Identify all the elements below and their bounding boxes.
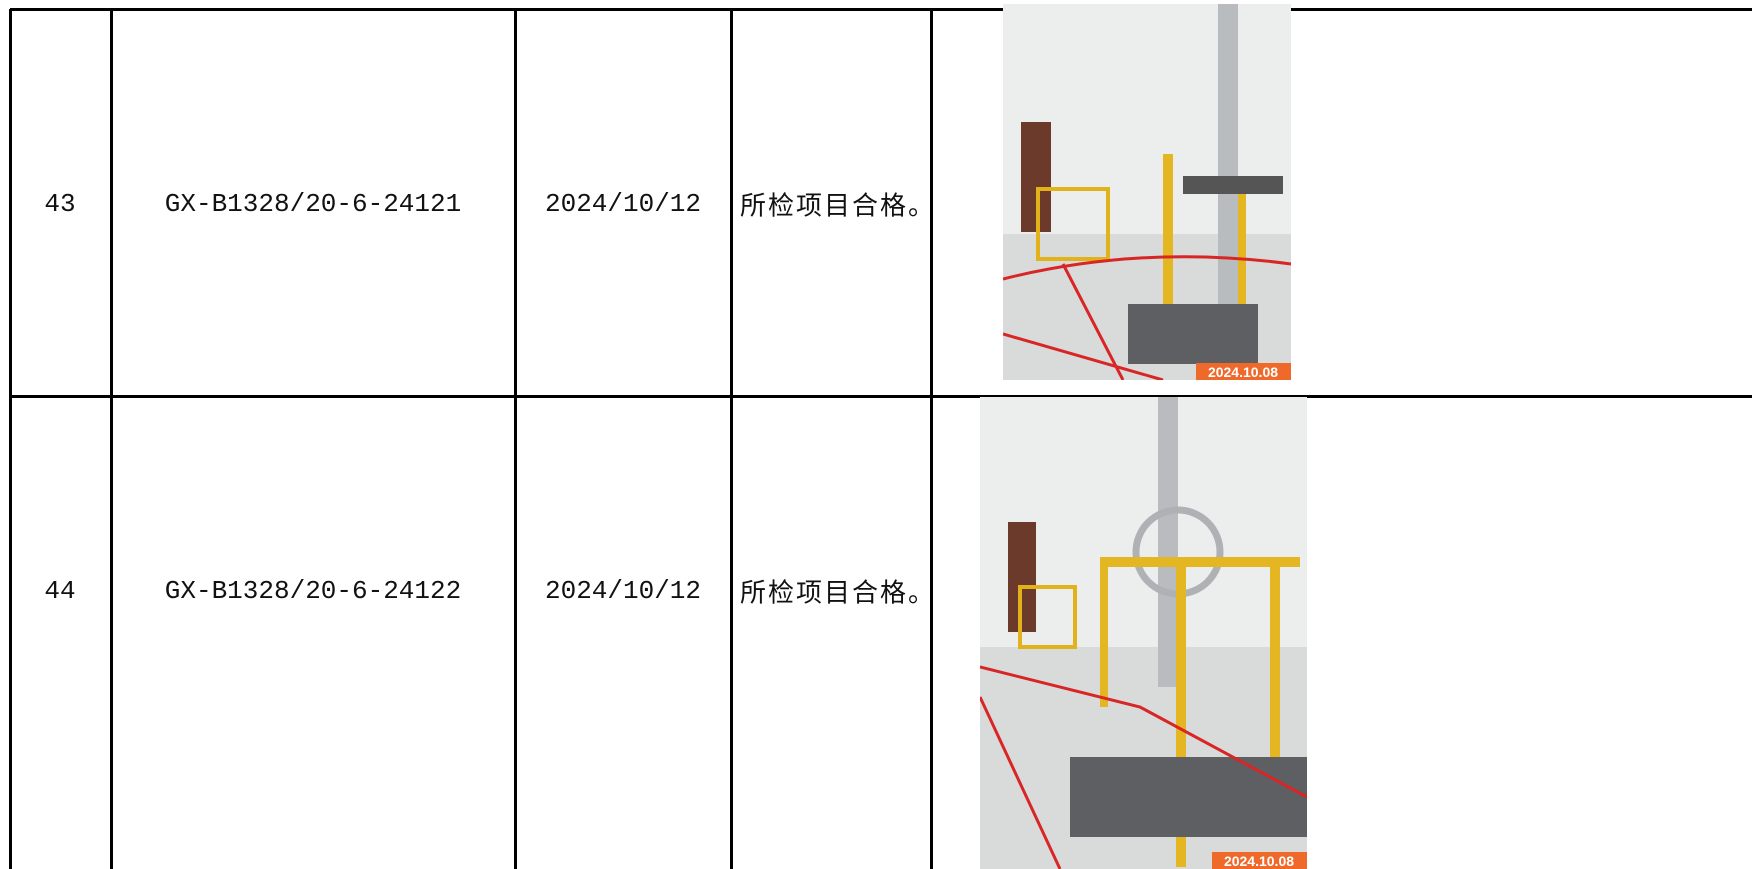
date: 2024/10/12	[544, 576, 702, 606]
column-divider	[930, 9, 933, 869]
date: 2024/10/12	[544, 189, 702, 219]
result: 所检项目合格。	[740, 578, 937, 609]
serial-number: GX-B1328/20-6-24121	[164, 189, 462, 219]
column-divider	[514, 9, 517, 869]
table-border	[10, 8, 1752, 11]
row-number: 43	[44, 189, 76, 219]
photo-timestamp: 2024.10.08	[1208, 364, 1278, 380]
column-divider	[9, 9, 12, 869]
serial-number: GX-B1328/20-6-24122	[164, 576, 462, 606]
row-divider	[10, 395, 1752, 398]
photo: 2024.10.08	[980, 397, 1307, 869]
row-number: 44	[44, 576, 76, 606]
result: 所检项目合格。	[740, 191, 937, 222]
photo: 2024.10.08	[1003, 4, 1291, 380]
column-divider	[110, 9, 113, 869]
column-divider	[730, 9, 733, 869]
photo-timestamp: 2024.10.08	[1224, 853, 1294, 869]
